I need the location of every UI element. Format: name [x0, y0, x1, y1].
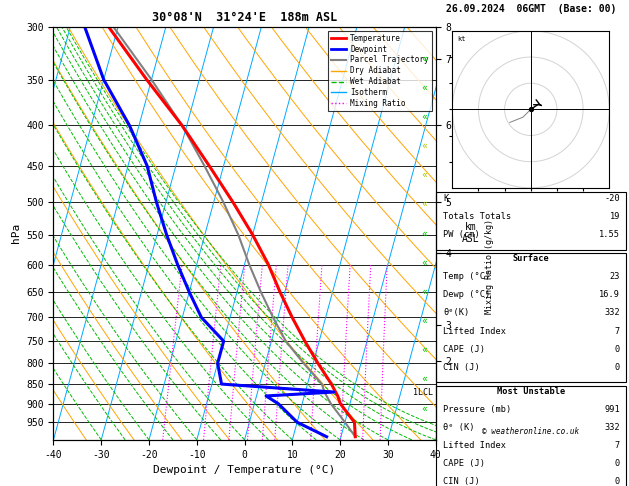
Text: 332: 332 — [604, 423, 620, 432]
Text: θᵉ(K): θᵉ(K) — [443, 309, 469, 317]
Text: «: « — [421, 374, 428, 384]
Text: Dewp (°C): Dewp (°C) — [443, 290, 491, 299]
Text: 7: 7 — [615, 441, 620, 450]
Text: «: « — [421, 316, 428, 326]
Text: CAPE (J): CAPE (J) — [443, 345, 485, 354]
Text: 0: 0 — [615, 363, 620, 372]
Text: «: « — [421, 287, 428, 296]
Text: CAPE (J): CAPE (J) — [443, 459, 485, 468]
Text: -20: -20 — [604, 193, 620, 203]
Text: «: « — [421, 345, 428, 355]
Text: Totals Totals: Totals Totals — [443, 212, 511, 221]
Text: 1.55: 1.55 — [599, 230, 620, 239]
Bar — [436, 253, 626, 382]
Text: PW (cm): PW (cm) — [443, 230, 480, 239]
Text: Temp (°C): Temp (°C) — [443, 272, 491, 281]
Text: 26.09.2024  06GMT  (Base: 00): 26.09.2024 06GMT (Base: 00) — [445, 4, 616, 14]
Text: CIN (J): CIN (J) — [443, 363, 480, 372]
Text: 1LCL: 1LCL — [413, 387, 433, 397]
Legend: Temperature, Dewpoint, Parcel Trajectory, Dry Adiabat, Wet Adiabat, Isotherm, Mi: Temperature, Dewpoint, Parcel Trajectory… — [328, 31, 432, 111]
Text: 991: 991 — [604, 405, 620, 414]
Text: «: « — [421, 141, 428, 151]
Text: «: « — [421, 258, 428, 267]
Text: K: K — [443, 193, 448, 203]
Title: 30°08'N  31°24'E  188m ASL: 30°08'N 31°24'E 188m ASL — [152, 11, 337, 24]
Y-axis label: km
ASL: km ASL — [462, 223, 479, 244]
Text: «: « — [421, 83, 428, 92]
Bar — [436, 386, 626, 486]
Text: Lifted Index: Lifted Index — [443, 441, 506, 450]
X-axis label: Dewpoint / Temperature (°C): Dewpoint / Temperature (°C) — [153, 465, 336, 475]
Text: © weatheronline.co.uk: © weatheronline.co.uk — [482, 427, 579, 436]
Y-axis label: hPa: hPa — [11, 223, 21, 243]
Text: Mixing Ratio (g/kg): Mixing Ratio (g/kg) — [486, 219, 494, 314]
Text: 23: 23 — [610, 272, 620, 281]
Text: Surface: Surface — [513, 254, 549, 263]
Text: 332: 332 — [604, 309, 620, 317]
Bar — [436, 192, 626, 250]
Text: «: « — [421, 53, 428, 63]
Text: 19: 19 — [610, 212, 620, 221]
Text: 0: 0 — [615, 345, 620, 354]
Text: 16.9: 16.9 — [599, 290, 620, 299]
Text: 0: 0 — [615, 459, 620, 468]
Text: «: « — [421, 112, 428, 122]
Text: Lifted Index: Lifted Index — [443, 327, 506, 336]
Text: «: « — [421, 199, 428, 209]
Text: 0: 0 — [615, 477, 620, 486]
Text: CIN (J): CIN (J) — [443, 477, 480, 486]
Text: Most Unstable: Most Unstable — [497, 386, 565, 396]
Text: «: « — [421, 228, 428, 238]
Text: «: « — [421, 403, 428, 413]
Text: «: « — [421, 170, 428, 180]
Text: θᵉ (K): θᵉ (K) — [443, 423, 475, 432]
Text: Pressure (mb): Pressure (mb) — [443, 405, 511, 414]
Text: 7: 7 — [615, 327, 620, 336]
